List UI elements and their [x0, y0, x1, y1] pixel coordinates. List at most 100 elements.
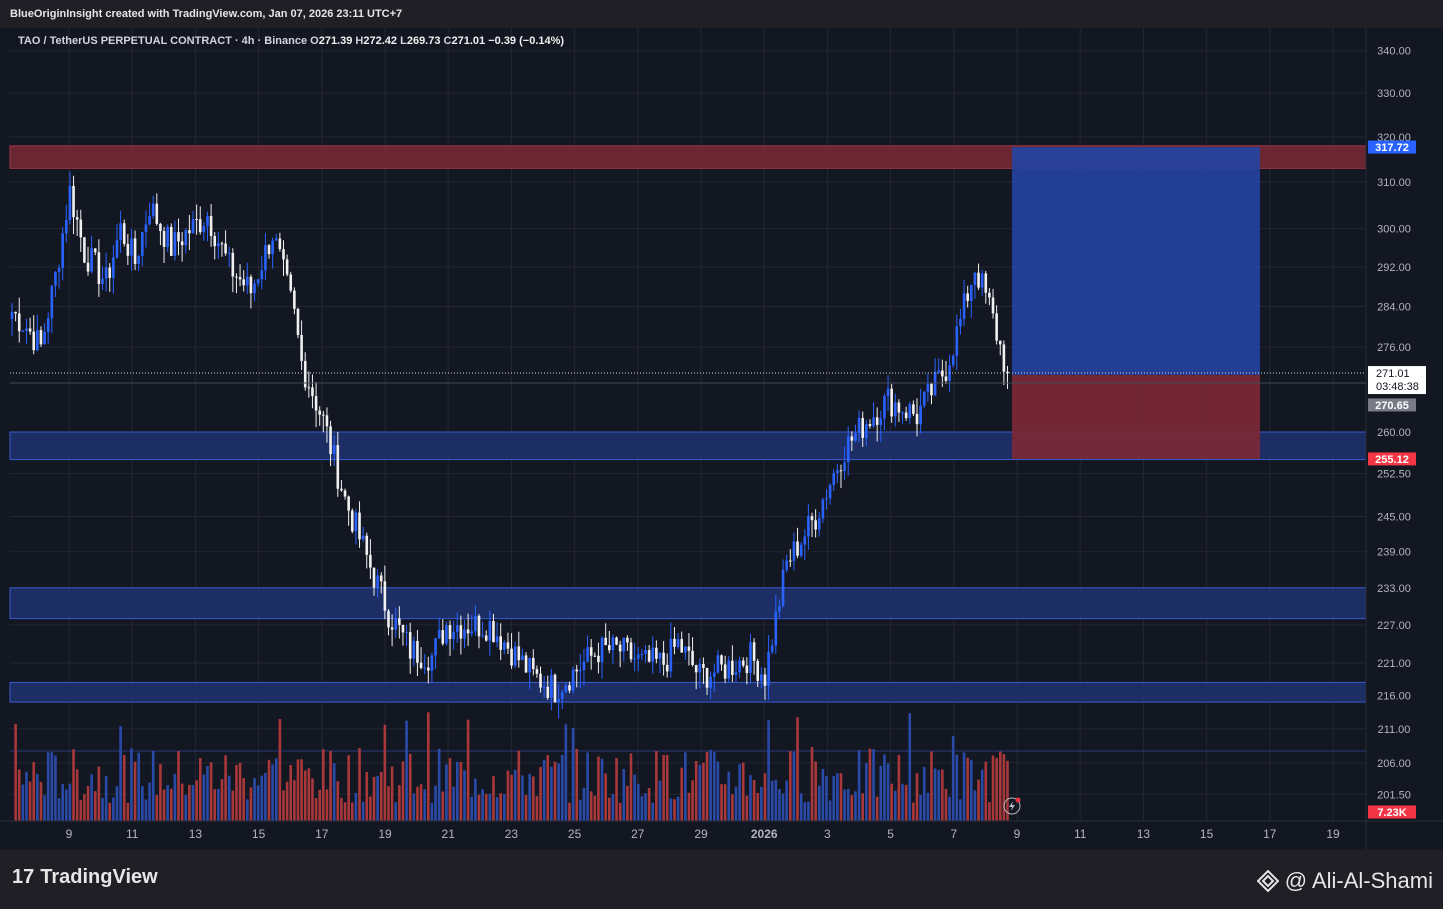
volume-bar	[912, 802, 915, 821]
bear-candle	[416, 640, 419, 663]
volume-bar	[477, 794, 481, 821]
volume-bar	[662, 754, 665, 821]
bull-candle	[836, 470, 839, 474]
y-tick-label: 292.00	[1377, 262, 1411, 274]
volume-bar	[568, 802, 571, 821]
volume-bar	[550, 766, 553, 821]
bear-candle	[535, 669, 539, 674]
volume-bar	[988, 801, 991, 821]
bear-candle	[93, 248, 97, 253]
volume-bar	[169, 788, 173, 821]
volume-bar	[629, 753, 633, 821]
bull-candle	[832, 473, 836, 486]
bear-candle	[593, 655, 597, 657]
volume-bar	[684, 752, 687, 821]
volume-bar	[459, 761, 463, 821]
volume-bar	[513, 769, 517, 821]
bull-candle	[10, 311, 14, 319]
volume-bar	[350, 802, 354, 821]
volume-label-bg	[1368, 805, 1416, 819]
bear-candle	[723, 664, 727, 679]
volume-bar	[828, 800, 832, 821]
bear-candle	[242, 279, 245, 286]
change-value: −0.39 (−0.14%)	[488, 35, 565, 47]
volume-bar	[177, 751, 180, 821]
volume-bar	[318, 789, 321, 821]
volume-bar	[188, 784, 191, 821]
volume-bar	[488, 793, 492, 821]
bull-candle	[495, 636, 499, 643]
bear-candle	[1006, 371, 1009, 374]
tradingview-logo-icon: 17	[12, 866, 35, 888]
y-tick-label: 201.50	[1377, 789, 1411, 801]
y-tick-label: 252.50	[1377, 469, 1411, 481]
bear-candle	[340, 488, 343, 491]
volume-bar	[437, 748, 441, 821]
volume-bar	[843, 789, 846, 821]
bull-candle	[636, 654, 640, 659]
bull-candle	[394, 618, 398, 630]
bear-candle	[238, 277, 242, 280]
target-price-label-bg	[1368, 140, 1416, 154]
volume-bar	[271, 764, 274, 821]
volume-bar	[17, 769, 21, 821]
bull-candle	[217, 243, 220, 247]
bear-candle	[720, 655, 723, 665]
bear-candle	[941, 370, 944, 377]
bull-candle	[46, 318, 50, 332]
volume-bar	[1002, 754, 1006, 821]
volume-bars	[10, 712, 1366, 821]
volume-bar	[492, 776, 495, 821]
bear-candle	[303, 360, 307, 388]
bear-candle	[75, 217, 79, 220]
volume-bar	[365, 771, 369, 821]
bull-candle	[955, 326, 959, 356]
tradingview-logo[interactable]: 17 TradingView	[12, 866, 158, 889]
volume-bar	[673, 799, 676, 821]
volume-bar	[144, 799, 148, 821]
volume-bar	[752, 779, 756, 821]
bull-candle	[191, 219, 195, 234]
bull-candle	[115, 240, 119, 258]
volume-bar	[151, 750, 155, 821]
volume-bar	[586, 752, 589, 821]
volume-bar	[387, 786, 390, 821]
volume-bar	[846, 788, 850, 821]
bear-candle	[691, 650, 694, 666]
bull-candle	[61, 233, 64, 269]
long-position-tool[interactable]	[1012, 147, 1260, 459]
volume-bar	[836, 773, 839, 821]
bull-candle	[676, 639, 680, 647]
bull-candle	[227, 252, 231, 254]
volume-bar	[951, 735, 955, 821]
volume-bar	[528, 773, 531, 821]
bear-candle	[915, 413, 919, 425]
bear-candle	[195, 219, 198, 221]
volume-bar	[611, 794, 615, 821]
volume-bar	[959, 799, 962, 821]
bear-candle	[868, 424, 872, 427]
bear-candle	[311, 387, 314, 397]
low-label: L	[400, 35, 407, 47]
volume-bar	[86, 786, 90, 821]
bull-candle	[112, 257, 115, 278]
bull-candle	[792, 541, 796, 561]
volume-bar	[901, 783, 904, 821]
bear-candle	[372, 567, 376, 588]
bull-candle	[271, 240, 274, 255]
volume-bar	[314, 798, 318, 821]
volume-bar	[741, 762, 745, 821]
volume-bar	[897, 754, 901, 821]
bull-candle	[611, 637, 615, 651]
bear-candle	[506, 642, 510, 649]
bull-candle	[560, 692, 564, 700]
volume-bar	[854, 791, 857, 821]
bear-candle	[477, 615, 481, 637]
price-chart[interactable]: 340.00330.00320.00310.00300.00292.00284.…	[0, 0, 1443, 850]
bull-candle	[104, 267, 108, 279]
volume-bar	[803, 802, 807, 821]
bear-candle	[180, 241, 184, 246]
volume-bar	[850, 795, 854, 821]
bear-candle	[1002, 344, 1006, 372]
